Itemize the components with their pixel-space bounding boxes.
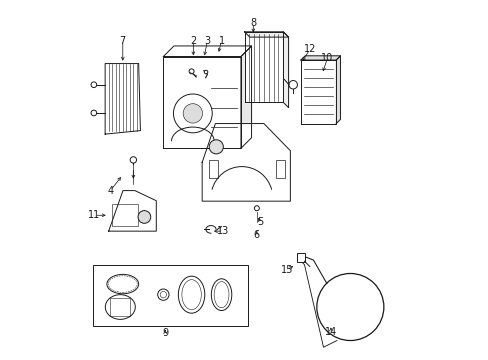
Text: 2: 2: [190, 36, 196, 46]
Text: 5: 5: [257, 217, 263, 227]
Circle shape: [189, 69, 194, 74]
Bar: [209, 160, 218, 178]
Polygon shape: [336, 56, 340, 123]
Polygon shape: [300, 60, 336, 123]
Text: 11: 11: [88, 210, 101, 220]
Circle shape: [183, 104, 202, 123]
Text: 15: 15: [280, 265, 292, 275]
Bar: [297, 253, 305, 262]
Circle shape: [91, 82, 97, 87]
Text: 1: 1: [218, 36, 224, 46]
Text: 14: 14: [324, 327, 336, 337]
Circle shape: [173, 94, 212, 133]
Bar: [110, 298, 130, 316]
Polygon shape: [283, 32, 288, 108]
Text: 7: 7: [120, 36, 125, 46]
Circle shape: [91, 110, 97, 116]
Polygon shape: [300, 56, 340, 60]
Bar: [276, 160, 285, 178]
Polygon shape: [163, 46, 251, 57]
Bar: [112, 203, 138, 226]
Polygon shape: [241, 46, 251, 148]
Polygon shape: [105, 64, 140, 134]
Text: 10: 10: [321, 53, 333, 63]
Text: 13: 13: [217, 226, 229, 236]
Circle shape: [288, 81, 297, 89]
Text: 8: 8: [250, 18, 256, 28]
Text: 9: 9: [162, 328, 168, 338]
Circle shape: [138, 211, 150, 223]
Polygon shape: [163, 57, 241, 148]
Polygon shape: [108, 190, 156, 231]
Text: 4: 4: [107, 186, 113, 195]
Circle shape: [209, 140, 223, 154]
Circle shape: [254, 206, 259, 211]
Polygon shape: [244, 32, 288, 37]
Circle shape: [130, 157, 136, 163]
Circle shape: [204, 70, 207, 74]
Text: 6: 6: [253, 230, 260, 240]
Polygon shape: [244, 32, 283, 102]
Polygon shape: [202, 123, 290, 201]
Bar: [93, 265, 247, 327]
Text: 12: 12: [303, 45, 315, 54]
Text: 3: 3: [204, 36, 210, 46]
